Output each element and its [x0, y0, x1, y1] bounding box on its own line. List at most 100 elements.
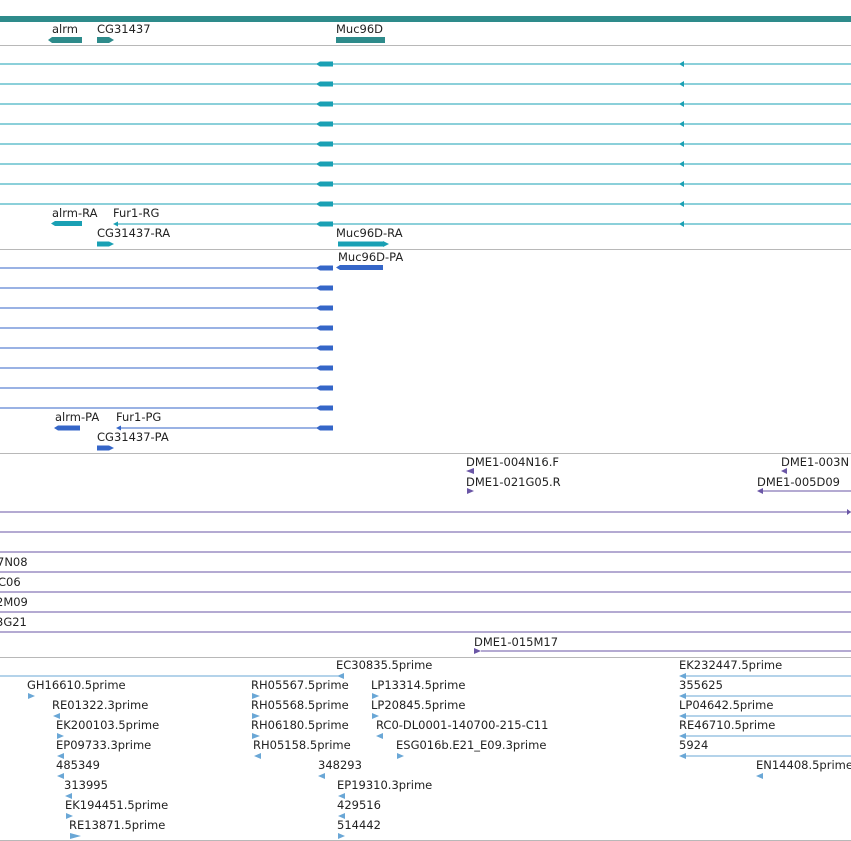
clone-label-dme1-003n[interactable]: DME1-003N [781, 455, 849, 469]
transcript-label-fur1-rg[interactable]: Fur1-RG [113, 206, 159, 220]
est-ep09733-3prime[interactable] [57, 753, 64, 759]
est-label[interactable]: EP19310.3prime [337, 778, 432, 792]
est-lp04642-5prime[interactable] [679, 713, 851, 719]
est-485349[interactable] [57, 773, 64, 779]
protein-fur1-pg[interactable] [116, 425, 333, 431]
clone-dme1-004n16-f[interactable] [466, 468, 474, 474]
transcript-fur1-rg[interactable] [113, 221, 851, 227]
est-re13871-5prime[interactable] [70, 833, 81, 839]
est-ec30835-5prime[interactable] [337, 673, 344, 679]
est-label[interactable]: EK232447.5prime [679, 658, 782, 672]
est-355625[interactable] [679, 693, 851, 699]
est-label[interactable]: RH05158.5prime [253, 738, 351, 752]
protein-alrm-pa[interactable] [58, 425, 80, 431]
est-esg016b[interactable] [397, 753, 404, 759]
transcript-row[interactable] [0, 101, 851, 107]
est-label[interactable]: LP13314.5prime [371, 678, 465, 692]
gene-muc96d-glyph[interactable] [336, 37, 385, 43]
clone-label-c06[interactable]: C06 [0, 575, 21, 589]
est-label[interactable]: LP04642.5prime [679, 698, 773, 712]
est-label[interactable]: RC0-DL0001-140700-215-C11 [376, 718, 548, 732]
transcript-row[interactable] [0, 121, 851, 127]
est-label[interactable]: 5924 [679, 738, 708, 752]
est-label[interactable]: RE46710.5prime [679, 718, 775, 732]
protein-row[interactable] [0, 265, 333, 271]
est-label[interactable]: RH06180.5prime [251, 718, 349, 732]
clone-label-2m09[interactable]: 2M09 [0, 595, 28, 609]
est-313995[interactable] [65, 793, 72, 799]
clone-row[interactable] [0, 509, 851, 515]
transcript-row[interactable] [0, 141, 851, 147]
est-ek200103-5prime[interactable] [57, 733, 64, 739]
clone-label-dme1-021g05-r[interactable]: DME1-021G05.R [466, 475, 561, 489]
transcript-cg31437-ra[interactable] [97, 241, 109, 247]
est-label[interactable]: 514442 [337, 818, 381, 832]
protein-row[interactable] [0, 305, 333, 311]
est-rh05567-5prime[interactable] [252, 693, 260, 699]
est-label[interactable]: RE13871.5prime [69, 818, 165, 832]
protein-muc96d-pa[interactable] [340, 265, 383, 270]
est-label[interactable]: RH05567.5prime [251, 678, 349, 692]
clone-label-3g21[interactable]: 3G21 [0, 615, 27, 629]
est-rh05568-5prime[interactable] [252, 713, 260, 719]
transcript-row[interactable] [0, 161, 851, 167]
est-348293[interactable] [318, 773, 325, 779]
est-lp13314-5prime[interactable] [372, 693, 379, 699]
est-rh05158-5prime[interactable] [254, 753, 261, 759]
est-label[interactable]: 348293 [318, 758, 362, 772]
transcript-row[interactable] [0, 61, 851, 67]
transcript-label-muc96d-ra[interactable]: Muc96D-RA [336, 226, 403, 240]
est-label[interactable]: EC30835.5prime [336, 658, 432, 672]
transcript-row[interactable] [0, 81, 851, 87]
transcript-row[interactable] [0, 181, 851, 187]
est-ek232447-5prime[interactable] [679, 673, 851, 679]
clone-label-7n08[interactable]: 7N08 [0, 555, 28, 569]
genomic-scaffold-bar[interactable] [0, 16, 851, 22]
est-en14408-5prime[interactable] [756, 773, 763, 779]
transcript-alrm-ra[interactable] [55, 221, 82, 226]
gene-label-cg31437[interactable]: CG31437 [97, 22, 151, 36]
protein-label-muc96d-pa[interactable]: Muc96D-PA [338, 250, 403, 264]
est-rc0-dl0001[interactable] [376, 733, 383, 739]
protein-row[interactable] [0, 325, 333, 331]
protein-row[interactable] [0, 365, 333, 371]
est-label[interactable]: EK194451.5prime [65, 798, 168, 812]
est-label[interactable]: RE01322.3prime [52, 698, 148, 712]
est-5924[interactable] [679, 753, 851, 759]
est-label[interactable]: EK200103.5prime [56, 718, 159, 732]
est-label[interactable]: 429516 [337, 798, 381, 812]
protein-row[interactable] [0, 405, 333, 411]
protein-row[interactable] [0, 285, 333, 291]
protein-label-alrm-pa[interactable]: alrm-PA [55, 410, 99, 424]
clone-dme1-021g05-r[interactable] [467, 488, 474, 494]
gene-label-alrm[interactable]: alrm [52, 22, 78, 36]
est-rh06180-5prime[interactable] [252, 733, 260, 739]
gene-alrm-glyph[interactable] [52, 37, 82, 43]
est-re46710-5prime[interactable] [679, 733, 851, 739]
transcript-muc96d-ra[interactable] [338, 241, 383, 247]
est-ek194451-5prime[interactable] [66, 813, 73, 819]
clone-label-dme1-005d09[interactable]: DME1-005D09 [757, 475, 840, 489]
protein-label-cg31437-pa[interactable]: CG31437-PA [97, 430, 169, 444]
est-label[interactable]: 313995 [64, 778, 108, 792]
clone-label-dme1-015m17[interactable]: DME1-015M17 [474, 635, 558, 649]
protein-row[interactable] [0, 345, 333, 351]
protein-row[interactable] [0, 385, 333, 391]
est-re01322-3prime[interactable] [53, 713, 60, 719]
protein-cg31437-pa[interactable] [97, 445, 109, 451]
est-label[interactable]: EP09733.3prime [56, 738, 151, 752]
clone-dme1-003n[interactable] [781, 468, 787, 474]
est-gh16610-5prime[interactable] [28, 693, 35, 699]
est-label[interactable]: EN14408.5prime [756, 758, 851, 772]
transcript-label-cg31437-ra[interactable]: CG31437-RA [97, 226, 170, 240]
est-label[interactable]: 485349 [56, 758, 100, 772]
gene-label-muc96d[interactable]: Muc96D [336, 22, 383, 36]
est-label[interactable]: ESG016b.E21_E09.3prime [396, 738, 546, 752]
clone-dme1-005d09[interactable] [757, 488, 851, 494]
clone-label-dme1-004n16-f[interactable]: DME1-004N16.F [466, 455, 559, 469]
est-label[interactable]: GH16610.5prime [27, 678, 126, 692]
est-ep19310-3prime[interactable] [338, 793, 345, 799]
gene-cg31437-glyph[interactable] [97, 37, 109, 43]
est-514442[interactable] [338, 833, 345, 839]
transcript-row[interactable] [0, 201, 851, 207]
